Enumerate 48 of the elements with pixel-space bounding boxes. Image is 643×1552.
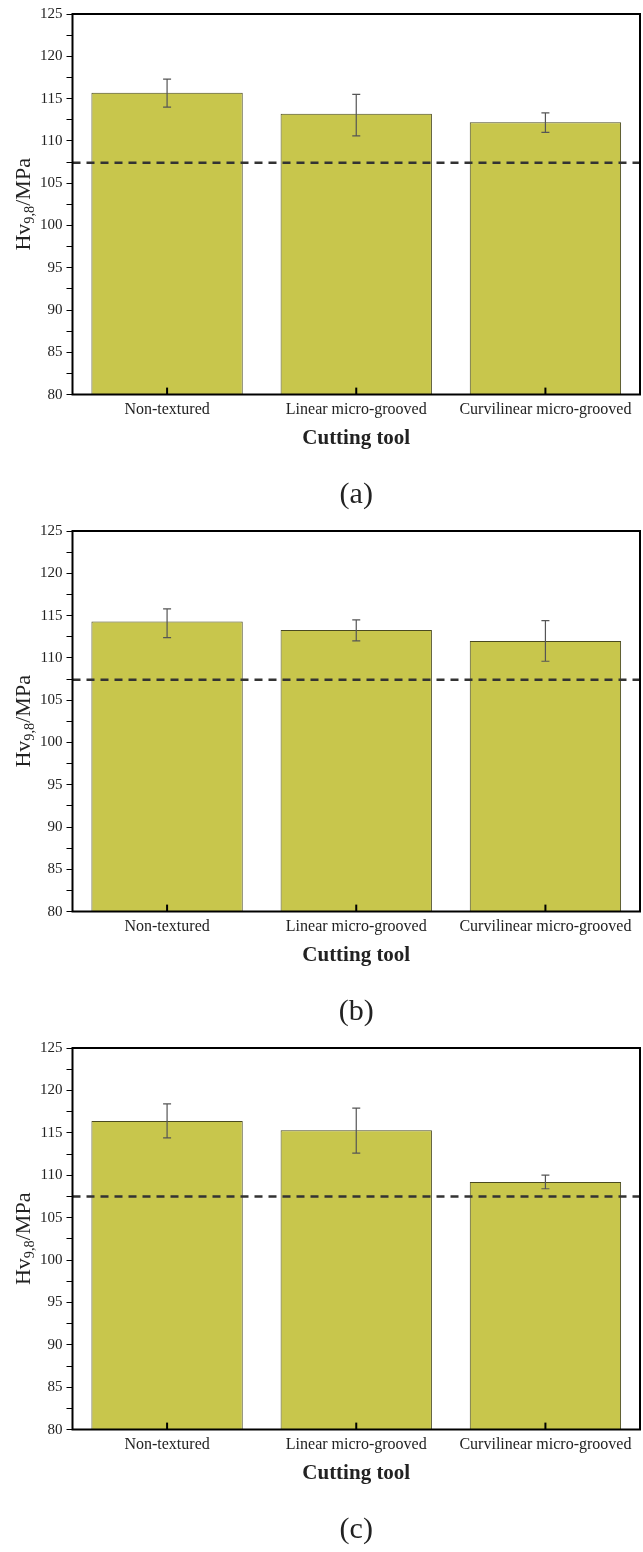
x-tick-label: Non-textured: [124, 917, 210, 935]
x-tick-label: Linear micro-grooved: [285, 400, 427, 419]
y-tick-label: 110: [40, 648, 63, 665]
y-tick-label: 80: [47, 902, 63, 919]
x-tick-label: Linear micro-grooved: [285, 1435, 427, 1454]
x-tick-label: Linear micro-grooved: [285, 917, 427, 936]
y-tick-label: 90: [47, 1335, 63, 1352]
y-tick-label: 85: [47, 860, 63, 877]
y-tick-label: 80: [47, 1420, 63, 1437]
y-tick-label: 125: [40, 4, 63, 21]
y-tick-label: 115: [40, 606, 63, 623]
y-tick-label: 120: [40, 564, 63, 581]
y-tick-label: 125: [40, 1038, 63, 1055]
y-tick-label: 90: [47, 817, 63, 834]
y-tick-label: 85: [47, 1378, 63, 1395]
x-axis-title: Cutting tool: [302, 424, 411, 449]
y-tick-label: 100: [40, 216, 63, 233]
y-tick-label: 105: [40, 691, 63, 708]
y-axis-title: Hv9,8/MPa: [9, 1192, 38, 1286]
x-tick-label: Curvilinear micro-grooved: [459, 917, 632, 936]
text: (c): [339, 1511, 373, 1545]
x-axis-title: Cutting tool: [302, 941, 411, 966]
x-tick-label: Curvilinear micro-grooved: [459, 1435, 632, 1454]
y-tick-label: 110: [40, 131, 63, 148]
y-tick-label: 80: [47, 385, 63, 402]
y-tick-label: 125: [40, 521, 63, 538]
x-tick-label: Non-textured: [124, 1435, 210, 1453]
y-tick-label: 85: [47, 343, 63, 360]
text: (b): [338, 993, 374, 1027]
y-tick-label: 95: [47, 775, 63, 792]
y-tick-label: 120: [40, 1081, 63, 1098]
y-axis-title: Hv9,8/MPa: [9, 674, 38, 768]
y-tick-label: 115: [40, 89, 63, 106]
y-tick-label: 115: [40, 1123, 63, 1140]
y-tick-label: 100: [40, 1250, 63, 1267]
y-tick-label: 100: [40, 733, 63, 750]
x-tick-label: Curvilinear micro-grooved: [459, 400, 632, 419]
y-tick-label: 95: [47, 1293, 63, 1310]
y-tick-label: 105: [40, 1208, 63, 1225]
y-tick-label: 90: [47, 300, 63, 317]
x-tick-label: Non-textured: [124, 400, 210, 418]
x-axis-title: Cutting tool: [302, 1459, 411, 1484]
text: (a): [339, 476, 373, 510]
y-axis-title: Hv9,8/MPa: [9, 157, 38, 251]
y-tick-label: 95: [47, 258, 63, 275]
y-tick-label: 110: [40, 1166, 63, 1183]
y-tick-label: 105: [40, 174, 63, 191]
y-tick-label: 120: [40, 47, 63, 64]
